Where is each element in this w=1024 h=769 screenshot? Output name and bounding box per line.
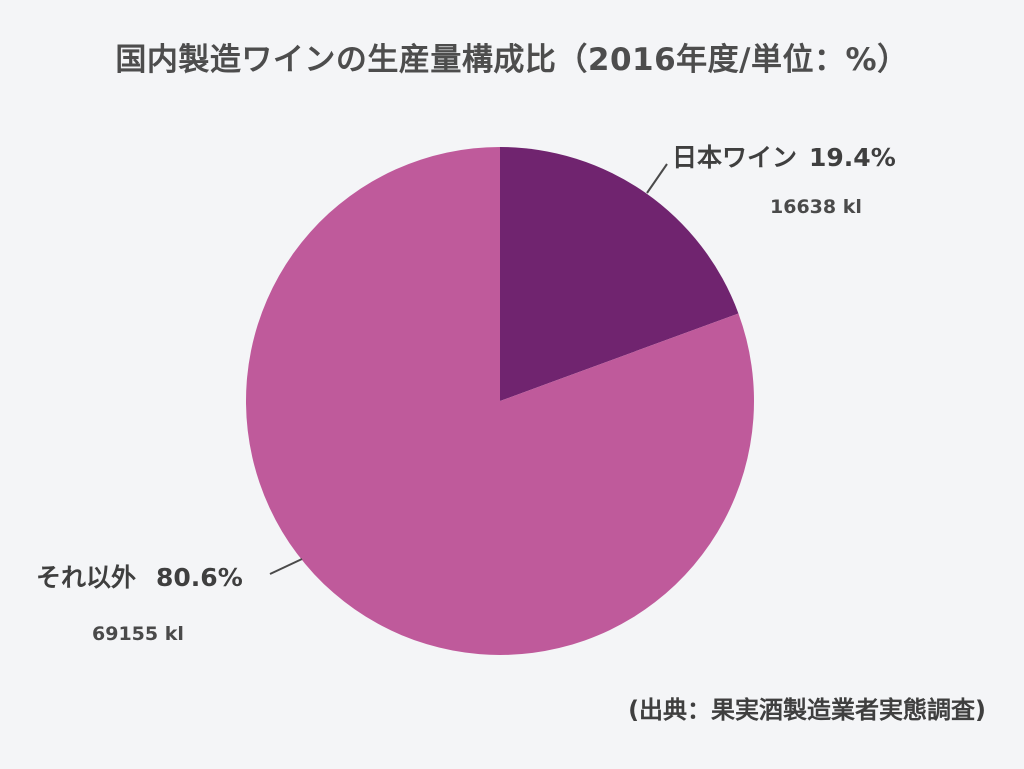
leader-line-other	[269, 558, 303, 575]
slice-volume-nihon-wine: 16638 kl	[770, 196, 862, 218]
pie-slices	[246, 147, 754, 655]
slice-label-other: それ以外 80.6%	[36, 563, 243, 592]
source-note: (出典：果実酒製造業者実態調査)	[628, 696, 986, 724]
slice-percent-nihon-wine: 19.4%	[809, 143, 896, 172]
leader-line-nihon-wine	[646, 163, 668, 194]
slice-volume-other: 69155 kl	[92, 623, 184, 645]
slice-name-nihon-wine: 日本ワイン	[672, 143, 797, 172]
pie-slice-nihon-wine	[500, 147, 739, 401]
slice-name-other: それ以外	[36, 563, 136, 592]
slice-label-nihon-wine: 日本ワイン 19.4%	[672, 143, 896, 172]
slice-percent-other: 80.6%	[156, 563, 243, 592]
chart-title: 国内製造ワインの生産量構成比（2016年度/単位：%）	[115, 42, 909, 78]
pie-slice-other	[246, 147, 754, 655]
